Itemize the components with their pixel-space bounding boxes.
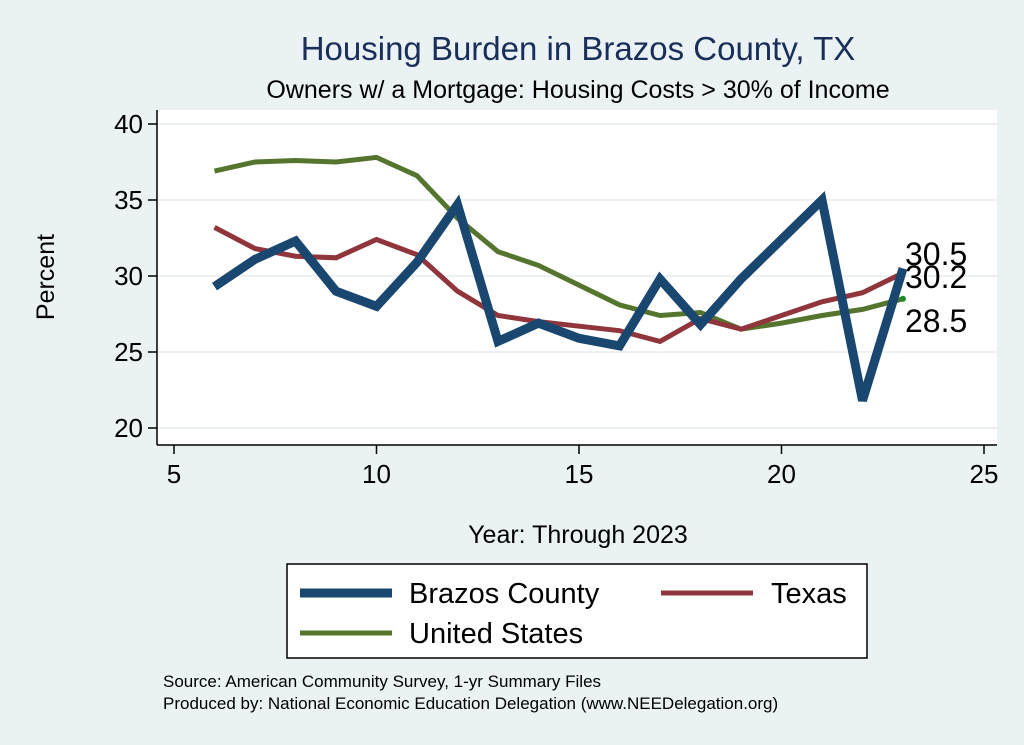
x-tick-label: 15	[565, 459, 594, 489]
y-tick-label: 25	[114, 337, 143, 367]
y-tick-label: 40	[114, 109, 143, 139]
end-labels: 30.530.2 28.5	[905, 236, 967, 339]
series-line-brazos-county	[211, 191, 908, 402]
legend-label-texas: Texas	[771, 578, 847, 610]
x-tick-label: 25	[970, 459, 999, 489]
x-tick-label: 20	[767, 459, 796, 489]
end-marker-united-states	[900, 295, 906, 302]
legend-label-brazos: Brazos County	[409, 578, 600, 610]
gridlines	[157, 123, 997, 429]
end-label-united-states: 28.5	[905, 303, 967, 339]
y-tick-label: 35	[114, 185, 143, 215]
end-label-brazos-county: 30.5	[905, 236, 967, 272]
series-lines	[211, 154, 908, 402]
chart-subtitle: Owners w/ a Mortgage: Housing Costs > 30…	[266, 76, 889, 104]
legend: Brazos County Texas United States	[286, 563, 868, 659]
end-label-texas: 30.2	[905, 259, 967, 295]
x-tick-label: 5	[167, 459, 181, 489]
y-tick-label: 30	[114, 261, 143, 291]
legend-box	[286, 563, 868, 659]
legend-label-united-states: United States	[409, 618, 583, 650]
axes: 20 25 30 35 40 5 10 15 20 25	[114, 109, 998, 489]
y-tick-label: 20	[114, 413, 143, 443]
x-tick-label: 10	[362, 459, 391, 489]
series-line-united-states	[213, 154, 904, 332]
producer-line: Produced by: National Economic Education…	[163, 694, 778, 713]
series-line-texas	[213, 225, 905, 345]
source-line: Source: American Community Survey, 1-yr …	[163, 672, 601, 691]
x-axis-label: Year: Through 2023	[468, 521, 688, 549]
chart-title: Housing Burden in Brazos County, TX	[301, 30, 856, 67]
y-axis-label: Percent	[32, 234, 60, 320]
